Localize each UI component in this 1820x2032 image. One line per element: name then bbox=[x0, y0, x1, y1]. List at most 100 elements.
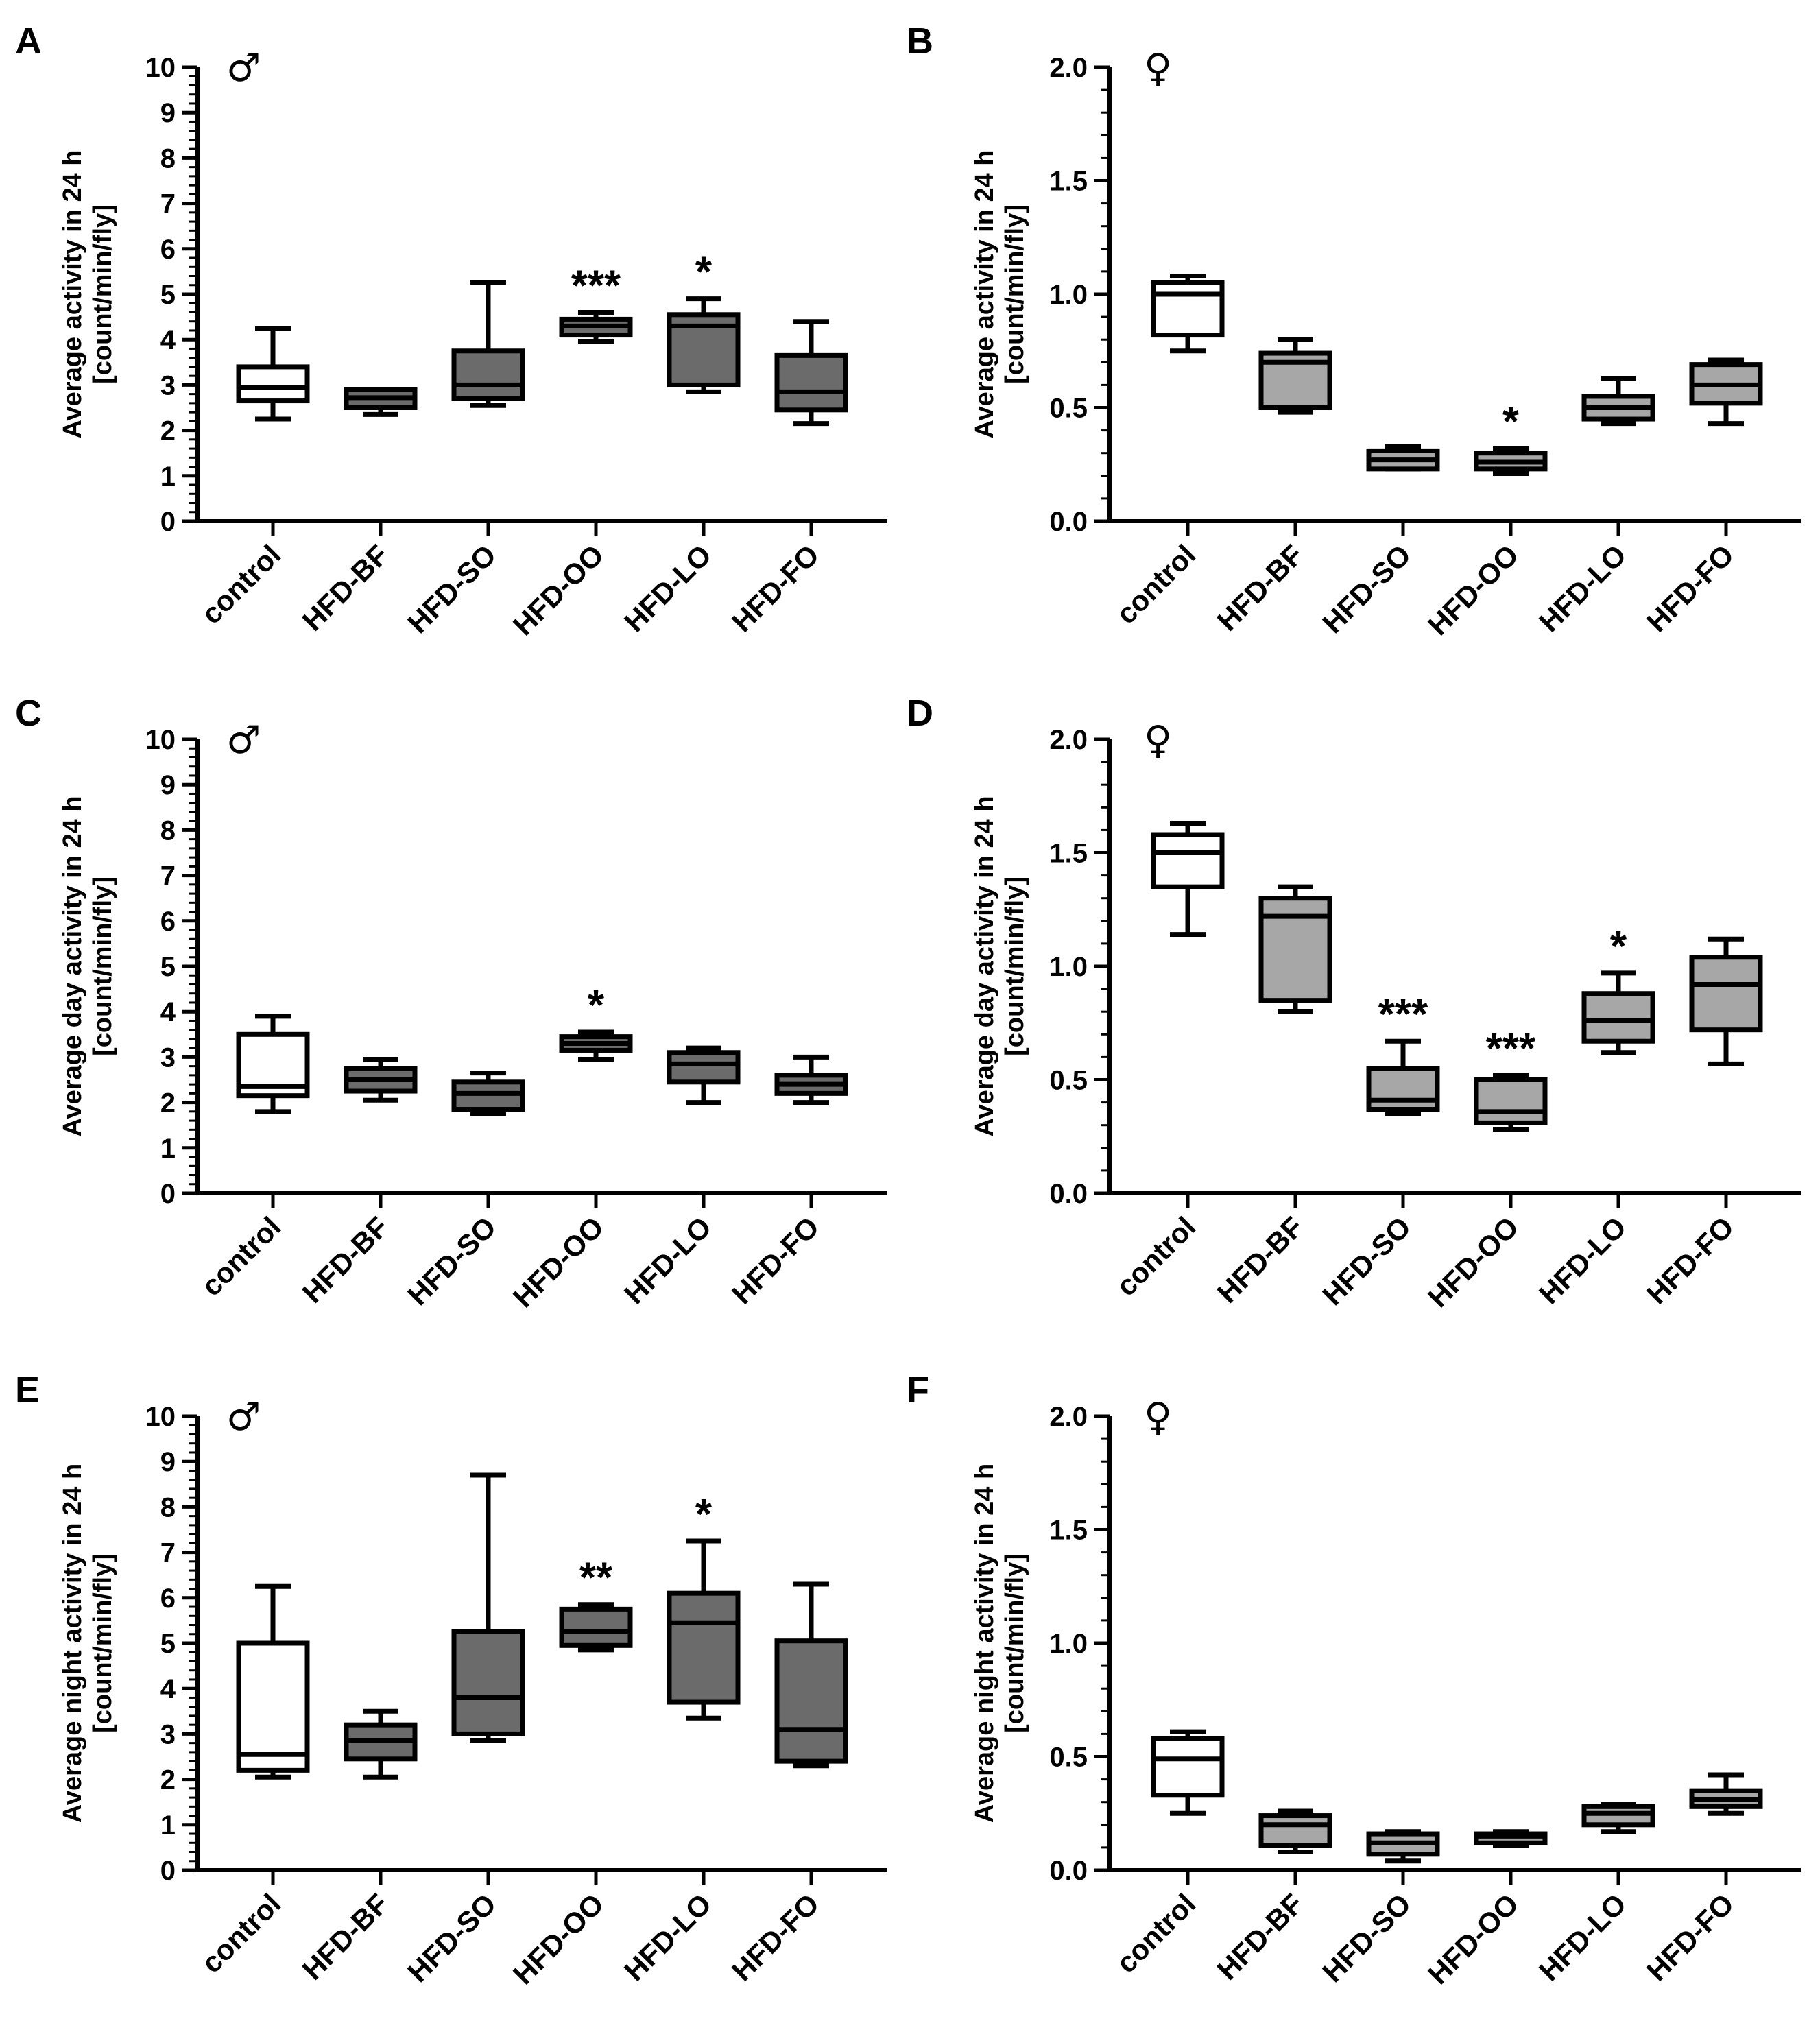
box-hfd-bf bbox=[1258, 337, 1332, 415]
y-tick-label: 6 bbox=[160, 1583, 176, 1614]
significance-label: *** bbox=[571, 262, 621, 309]
x-tick-label: control bbox=[195, 1887, 287, 1979]
y-axis-title-line2: [count/min/fly] bbox=[88, 204, 117, 384]
y-axis-title-line1: Average activity in 24 h bbox=[58, 150, 87, 438]
box-hfd-fo bbox=[774, 319, 848, 427]
y-tick-label: 0 bbox=[160, 507, 176, 537]
box-hfd-oo: * bbox=[1474, 398, 1548, 476]
x-tick-label: HFD-SO bbox=[1316, 1210, 1417, 1311]
box-hfd-bf bbox=[1258, 1808, 1332, 1855]
y-tick-label: 3 bbox=[160, 370, 176, 401]
y-tick-label: 6 bbox=[160, 235, 176, 265]
iqr-box bbox=[1689, 955, 1763, 1033]
y-tick-label: 10 bbox=[145, 53, 176, 83]
y-axis-title-line1: Average activity in 24 h bbox=[970, 150, 999, 438]
y-tick-label: 9 bbox=[160, 770, 176, 800]
y-tick-label: 0.5 bbox=[1049, 394, 1088, 424]
significance-label: * bbox=[695, 249, 713, 296]
iqr-box bbox=[774, 352, 848, 413]
x-tick-label: HFD-BF bbox=[1211, 538, 1310, 637]
y-tick-label: 4 bbox=[160, 1674, 176, 1704]
y-tick-label: 5 bbox=[160, 1629, 176, 1659]
x-tick-label: HFD-LO bbox=[618, 1210, 717, 1310]
y-tick-label: 8 bbox=[160, 1492, 176, 1522]
y-axis-title-line2: [count/min/fly] bbox=[88, 876, 117, 1056]
x-tick-label: HFD-OO bbox=[1422, 1210, 1524, 1313]
y-tick-label: 2.0 bbox=[1049, 53, 1088, 83]
x-tick-label: HFD-SO bbox=[1316, 1887, 1417, 1988]
box-hfd-oo: *** bbox=[1474, 1025, 1548, 1132]
x-tick-label: HFD-FO bbox=[1640, 538, 1740, 638]
y-tick-label: 2 bbox=[160, 1765, 176, 1795]
x-tick-label: HFD-OO bbox=[507, 1887, 610, 1990]
box-hfd-lo bbox=[667, 1045, 741, 1105]
x-tick-label: HFD-LO bbox=[1533, 1887, 1632, 1987]
x-tick-label: HFD-FO bbox=[726, 1210, 825, 1310]
y-tick-label: 1.5 bbox=[1049, 1516, 1088, 1546]
box-hfd-lo: * bbox=[667, 1491, 741, 1721]
panel-letter: D bbox=[907, 693, 933, 734]
box-hfd-fo bbox=[774, 1581, 848, 1769]
iqr-box bbox=[667, 1050, 741, 1085]
y-axis-title: Average day activity in 24 h [count/min/f… bbox=[58, 796, 117, 1136]
y-tick-label: 0.0 bbox=[1049, 507, 1088, 537]
x-tick-label: HFD-OO bbox=[507, 538, 610, 641]
iqr-box bbox=[1258, 896, 1332, 1003]
panel-letter: E bbox=[15, 1370, 40, 1411]
sex-symbol: ♀ bbox=[1144, 1395, 1172, 1439]
y-tick-label: 1.0 bbox=[1049, 952, 1088, 982]
y-tick-label: 9 bbox=[160, 98, 176, 128]
x-tick-label: HFD-BF bbox=[296, 1210, 395, 1309]
box-hfd-so bbox=[1366, 1829, 1440, 1864]
significance-label: *** bbox=[1378, 991, 1428, 1038]
x-tick-label: HFD-FO bbox=[1640, 1210, 1740, 1310]
y-axis-title-line2: [count/min/fly] bbox=[88, 1553, 117, 1733]
x-tick-label: HFD-FO bbox=[726, 1887, 825, 1987]
box-hfd-fo bbox=[1689, 357, 1763, 427]
y-tick-label: 0.5 bbox=[1049, 1743, 1088, 1773]
y-axis-title: Average activity in 24 h [count/min/fly] bbox=[970, 150, 1029, 438]
y-tick-label: 7 bbox=[160, 189, 176, 219]
x-tick-label: HFD-LO bbox=[1533, 1210, 1632, 1310]
box-control bbox=[1151, 1729, 1225, 1816]
y-tick-label: 5 bbox=[160, 280, 176, 310]
iqr-box bbox=[451, 1629, 525, 1736]
y-tick-label: 2 bbox=[160, 416, 176, 446]
box-hfd-lo: * bbox=[667, 249, 741, 394]
chart-panel-d: D ♀ Average day activity in 24 h [count/min… bbox=[907, 693, 1801, 1314]
y-tick-label: 1 bbox=[160, 1810, 176, 1841]
x-tick-label: control bbox=[1110, 538, 1201, 630]
y-tick-label: 2 bbox=[160, 1088, 176, 1119]
iqr-box bbox=[236, 364, 310, 404]
iqr-box bbox=[451, 348, 525, 401]
chart-panel-f: F ♀ Average night activity in 24 h [count/m… bbox=[907, 1370, 1801, 1991]
y-axis-title-line1: Average night activity in 24 h bbox=[58, 1463, 87, 1823]
sex-symbol: ♀ bbox=[1144, 718, 1172, 763]
x-tick-label: HFD-OO bbox=[1422, 1887, 1524, 1990]
y-tick-label: 3 bbox=[160, 1042, 176, 1073]
box-hfd-bf bbox=[1258, 884, 1332, 1014]
box-hfd-so bbox=[451, 1071, 525, 1116]
box-hfd-so bbox=[451, 1472, 525, 1743]
box-hfd-fo bbox=[774, 1054, 848, 1105]
iqr-box bbox=[1366, 1066, 1440, 1112]
sex-symbol: ♂ bbox=[226, 718, 261, 763]
significance-label: * bbox=[1610, 923, 1627, 970]
box-control bbox=[1151, 274, 1225, 354]
y-tick-label: 10 bbox=[145, 1402, 176, 1432]
box-control bbox=[236, 1583, 310, 1780]
y-tick-label: 7 bbox=[160, 861, 176, 892]
x-tick-label: HFD-FO bbox=[1640, 1887, 1740, 1987]
box-control bbox=[1151, 820, 1225, 937]
x-tick-label: HFD-BF bbox=[1211, 1210, 1310, 1309]
box-hfd-bf bbox=[344, 387, 418, 417]
box-hfd-lo bbox=[1581, 1802, 1655, 1834]
sex-symbol: ♂ bbox=[226, 1395, 261, 1439]
iqr-box bbox=[1151, 280, 1225, 338]
iqr-box bbox=[1474, 1077, 1548, 1125]
iqr-box bbox=[1151, 1736, 1225, 1798]
x-tick-label: control bbox=[1110, 1210, 1201, 1302]
chart-panel-e: E ♂ Average night activity in 24 h [count/m… bbox=[15, 1370, 887, 1991]
y-tick-label: 1 bbox=[160, 462, 176, 492]
